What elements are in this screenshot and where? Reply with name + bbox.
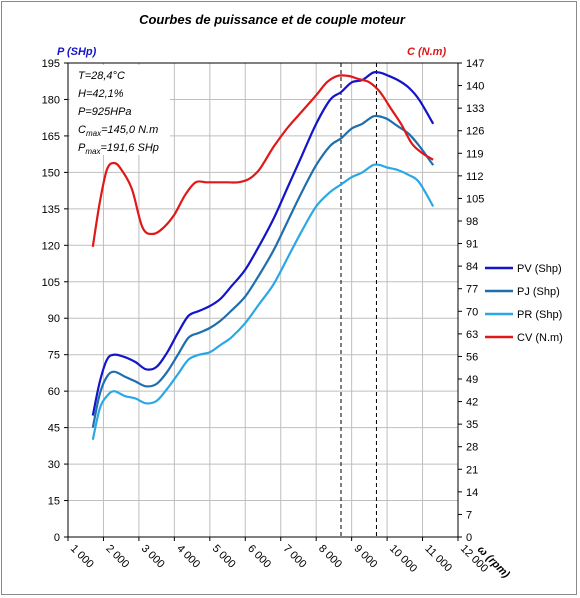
y-right-tick-label: 105 [466,193,484,205]
y-right-tick-label: 147 [466,58,484,70]
annotation-line: H=42,1% [78,88,124,100]
series-line [91,163,435,441]
y-right-tick-label: 77 [466,284,478,296]
y-right-tick-label: 140 [466,81,484,93]
x-tick-label: 10 000 [387,543,419,575]
y-left-tick-label: 195 [42,58,60,70]
x-tick-label: 7 000 [281,543,309,571]
y-left-tick-label: 45 [48,423,60,435]
y-left-tick-label: 135 [42,204,60,216]
y-left-tick-label: 75 [48,350,60,362]
y-right-tick-label: 119 [466,148,484,160]
y-right-tick-label: 28 [466,442,478,454]
y-right-axis-label: C (N.m) [407,46,446,58]
y-right-tick-label: 70 [466,306,478,318]
y-left-tick-label: 120 [42,240,60,252]
x-tick-label: 4 000 [174,543,202,571]
annotation-line: T=28,4°C [78,70,125,82]
plot-area [67,62,459,538]
x-tick-label: 5 000 [210,543,238,571]
legend-label: PV (Shp) [517,263,562,275]
series-line [91,74,434,247]
series-line [91,70,435,416]
y-right-tick-label: 49 [466,374,478,386]
y-right-tick-label: 56 [466,351,478,363]
y-left-tick-label: 90 [48,313,60,325]
y-left-tick-label: 15 [48,496,60,508]
y-left-tick-label: 150 [42,167,60,179]
y-right-tick-label: 7 [466,509,472,521]
y-right-tick-label: 14 [466,487,478,499]
y-right-tick-label: 126 [466,126,484,138]
y-right-tick-label: 98 [466,216,478,228]
x-tick-label: 6 000 [245,543,273,571]
x-tick-label: 2 000 [103,543,131,571]
y-left-tick-label: 60 [48,386,60,398]
y-left-tick-label: 165 [42,131,60,143]
series-line [91,114,435,428]
y-right-tick-label: 112 [466,171,484,183]
y-right-tick-label: 0 [466,532,472,544]
y-left-axis-label: P (SHp) [57,46,97,58]
legend-label: PR (Shp) [517,309,562,321]
chart-title: Courbes de puissance et de couple moteur [139,12,406,27]
x-tick-label: 3 000 [139,543,167,571]
y-left-tick-label: 30 [48,459,60,471]
x-tick-label: 9 000 [352,543,380,571]
y-right-tick-label: 21 [466,464,478,476]
x-tick-label: 8 000 [316,543,344,571]
y-left-tick-label: 105 [42,277,60,289]
y-right-tick-label: 35 [466,419,478,431]
y-right-tick-label: 84 [466,261,478,273]
annotation-line: Pmax=191,6 SHp [78,142,159,156]
y-right-tick-label: 133 [466,103,484,115]
y-right-tick-label: 63 [466,329,478,341]
y-left-tick-label: 0 [54,532,60,544]
y-right-tick-label: 91 [466,239,478,251]
x-tick-label: 11 000 [422,543,454,575]
annotation-line: Cmax=145,0 N.m [78,124,158,138]
legend-label: CV (N.m) [517,332,563,344]
y-left-tick-label: 180 [42,94,60,106]
y-right-tick-label: 42 [466,397,478,409]
legend-label: PJ (Shp) [517,286,560,298]
annotation-line: P=925HPa [78,106,132,118]
x-tick-label: 1 000 [68,543,96,571]
annotation-box [70,65,170,155]
